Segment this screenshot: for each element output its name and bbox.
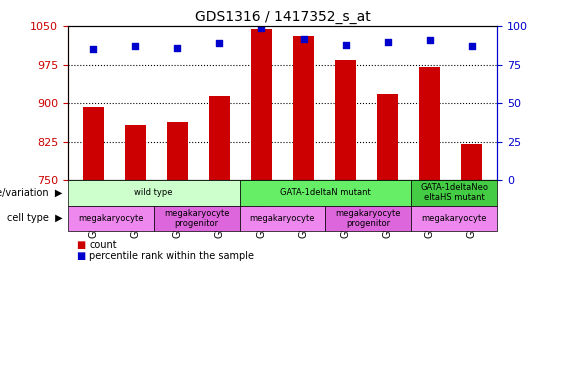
- Point: [215, 40, 224, 46]
- Text: percentile rank within the sample: percentile rank within the sample: [89, 251, 254, 261]
- Bar: [209, 96, 230, 180]
- Text: ■: ■: [76, 251, 85, 261]
- Text: megakaryocyte
progenitor: megakaryocyte progenitor: [336, 209, 401, 228]
- Bar: [167, 122, 188, 180]
- Text: GATA-1deltaNeo
eltaHS mutant: GATA-1deltaNeo eltaHS mutant: [420, 183, 488, 203]
- Bar: [82, 107, 103, 180]
- Bar: [293, 36, 314, 180]
- Point: [341, 42, 350, 48]
- Point: [173, 45, 182, 51]
- Point: [299, 36, 308, 42]
- Text: cell type  ▶: cell type ▶: [7, 213, 62, 223]
- Text: megakaryocyte: megakaryocyte: [421, 214, 487, 223]
- Text: megakaryocyte: megakaryocyte: [250, 214, 315, 223]
- Point: [383, 39, 392, 45]
- Text: wild type: wild type: [134, 188, 173, 197]
- Bar: [251, 29, 272, 180]
- Text: GATA-1deltaN mutant: GATA-1deltaN mutant: [280, 188, 371, 197]
- Text: genotype/variation  ▶: genotype/variation ▶: [0, 188, 62, 198]
- Bar: [377, 94, 398, 180]
- Text: megakaryocyte: megakaryocyte: [78, 214, 144, 223]
- Bar: [462, 144, 483, 180]
- Point: [257, 25, 266, 31]
- Bar: [335, 60, 356, 180]
- Text: count: count: [89, 240, 117, 250]
- Point: [425, 37, 434, 43]
- Point: [467, 43, 476, 49]
- Title: GDS1316 / 1417352_s_at: GDS1316 / 1417352_s_at: [194, 10, 371, 24]
- Bar: [125, 124, 146, 180]
- Text: ■: ■: [76, 240, 85, 250]
- Point: [89, 46, 98, 52]
- Bar: [419, 67, 440, 180]
- Text: megakaryocyte
progenitor: megakaryocyte progenitor: [164, 209, 229, 228]
- Point: [131, 43, 140, 49]
